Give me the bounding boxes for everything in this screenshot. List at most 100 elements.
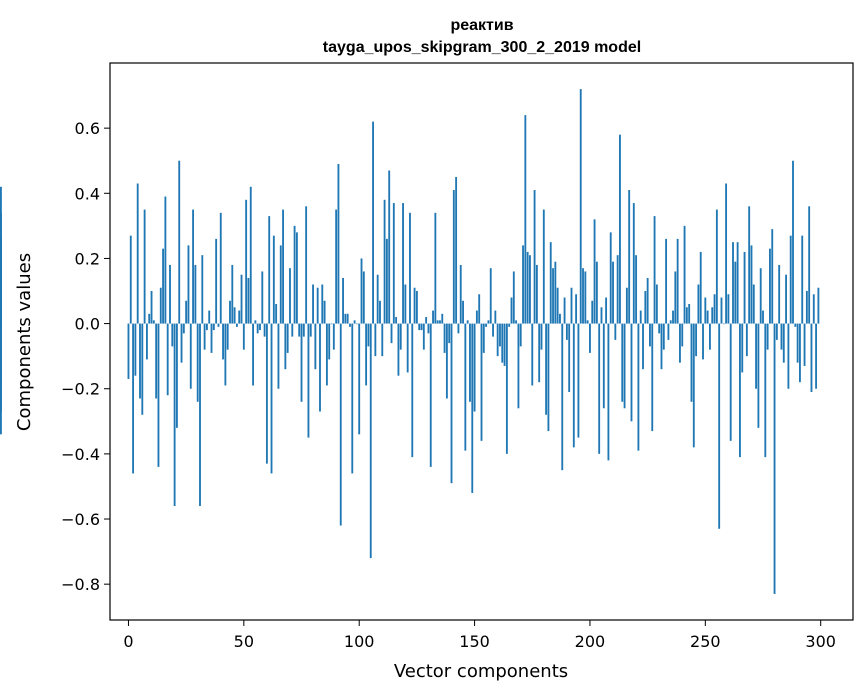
bar-240 xyxy=(681,323,684,347)
bar-32 xyxy=(201,255,204,324)
bar-30 xyxy=(196,323,199,402)
bar-187 xyxy=(559,313,561,324)
bar-221 xyxy=(637,323,640,451)
bar-282 xyxy=(778,264,781,324)
y-tick-label: 0.6 xyxy=(75,119,100,138)
bar-294 xyxy=(805,291,808,324)
plot-frame xyxy=(109,62,854,621)
bar-20 xyxy=(173,323,176,506)
bar-153 xyxy=(480,323,483,441)
bar-12 xyxy=(155,323,158,399)
bar-293 xyxy=(803,323,806,366)
x-tick-label: 50 xyxy=(234,632,254,651)
bar-147 xyxy=(466,320,469,324)
bar-206 xyxy=(602,323,605,409)
y-tick-label: 0.2 xyxy=(75,249,100,268)
bar-232 xyxy=(662,323,665,350)
bar-74 xyxy=(298,323,301,337)
bar-273 xyxy=(757,323,760,428)
bar-237 xyxy=(674,271,677,324)
bar-82 xyxy=(316,287,319,324)
bar-165 xyxy=(508,323,511,327)
bar-264 xyxy=(736,242,739,324)
bar-214 xyxy=(621,323,624,402)
bar-297 xyxy=(812,294,815,324)
bar-285 xyxy=(785,274,788,324)
bar-85 xyxy=(323,300,326,324)
bar-17 xyxy=(166,323,169,396)
bar-121 xyxy=(406,323,409,373)
bar-100 xyxy=(358,323,361,435)
bar-175 xyxy=(531,323,534,386)
bar-54 xyxy=(252,323,254,386)
bar-181 xyxy=(545,323,548,415)
x-tick-label: 0 xyxy=(123,632,133,651)
bar-39 xyxy=(217,323,220,327)
bar-25 xyxy=(185,300,188,324)
bar-163 xyxy=(503,323,506,366)
bar-207 xyxy=(605,297,608,324)
bar-158 xyxy=(492,323,494,337)
bar-117 xyxy=(397,323,400,376)
bar-93 xyxy=(342,277,344,324)
bar-43 xyxy=(226,323,229,350)
bar-176 xyxy=(533,190,536,324)
bar-59 xyxy=(263,323,266,337)
bar-116 xyxy=(395,317,398,324)
bar-219 xyxy=(632,203,635,324)
bar-120 xyxy=(404,284,407,324)
bar-66 xyxy=(279,245,282,324)
x-tick-label: 250 xyxy=(690,632,721,651)
bar-156 xyxy=(487,320,490,324)
y-axis: −0.8 −0.6 −0.4 −0.2 0.0 0.2 0.4 0.6 xyxy=(61,119,110,594)
bar-84 xyxy=(321,284,324,324)
bar-142 xyxy=(455,177,458,324)
bar-164 xyxy=(505,323,508,454)
bar-106 xyxy=(372,121,374,324)
bar-50 xyxy=(242,323,245,350)
bar-2 xyxy=(132,323,134,474)
bar-52 xyxy=(247,277,250,324)
bar-171 xyxy=(522,245,524,324)
bar-95 xyxy=(346,313,349,324)
bar-101 xyxy=(360,258,363,324)
bar-182 xyxy=(547,323,550,432)
bar-6 xyxy=(141,323,144,415)
bar-271 xyxy=(752,284,755,324)
bar-90 xyxy=(335,209,338,324)
bar-298 xyxy=(815,323,818,389)
bar-281 xyxy=(775,323,778,340)
bar-190 xyxy=(565,323,568,340)
bar-234 xyxy=(667,323,670,340)
bar-86 xyxy=(325,323,328,386)
bar-57 xyxy=(259,323,261,331)
bar-81 xyxy=(314,323,317,370)
bar-7 xyxy=(143,209,146,324)
bar-154 xyxy=(482,323,485,353)
bar-18 xyxy=(169,264,171,324)
bar-211 xyxy=(614,323,617,340)
bar-115 xyxy=(392,203,395,324)
bar-125 xyxy=(415,291,418,324)
bar-44 xyxy=(229,300,231,324)
bar-34 xyxy=(205,323,208,331)
bar-37 xyxy=(212,323,215,331)
bar-213 xyxy=(619,134,621,324)
bar-292 xyxy=(801,235,804,324)
y-axis-label: Components values xyxy=(14,253,35,431)
bar-53 xyxy=(249,186,252,324)
bar-138 xyxy=(445,323,448,399)
bar-137 xyxy=(443,323,446,353)
bar-192 xyxy=(570,287,573,324)
y-tick-label: −0.6 xyxy=(61,510,100,529)
bar-193 xyxy=(572,323,575,448)
bar-296 xyxy=(810,323,813,392)
bar-55 xyxy=(254,320,257,324)
bar-113 xyxy=(388,170,391,324)
bar-148 xyxy=(469,323,471,402)
bar-58 xyxy=(261,271,264,324)
bar-144 xyxy=(459,264,462,324)
bar-161 xyxy=(499,323,501,347)
bar-274 xyxy=(759,268,762,324)
